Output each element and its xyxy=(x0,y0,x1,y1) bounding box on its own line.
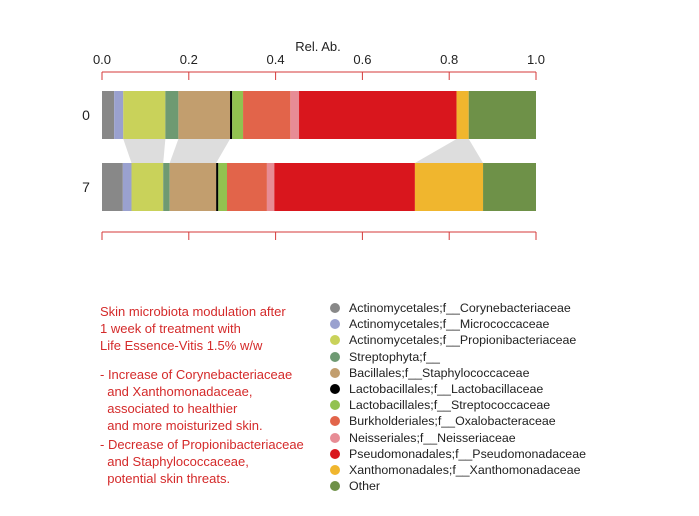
note-title-line: Life Essence-Vitis 1.5% w/w xyxy=(100,338,263,353)
legend-label: Burkholderiales;f__Oxalobacteraceae xyxy=(349,414,556,429)
legend-label: Lactobacillales;f__Lactobacillaceae xyxy=(349,382,544,397)
legend-swatch xyxy=(330,335,340,346)
x-tick-label: 0.6 xyxy=(353,52,371,67)
note-title: Skin microbiota modulation after 1 week o… xyxy=(100,303,340,354)
legend-label: Xanthomonadales;f__Xanthomonadaceae xyxy=(349,462,581,477)
note-point: - Decrease of Propionibacteriaceae and S… xyxy=(100,436,340,487)
legend-label: Lactobacillales;f__Streptococcaceae xyxy=(349,398,551,413)
stacked-bar-chart: Rel. Ab. 0.0 0.2 0.4 0.6 0.8 1.0 07 xyxy=(82,39,545,240)
bar-segment xyxy=(456,91,469,139)
legend-label: Bacillales;f__Staphylococcaceae xyxy=(349,365,530,380)
bar-segment xyxy=(414,163,484,211)
legend-label: Actinomycetales;f__Micrococcaceae xyxy=(349,317,550,332)
bar-segment xyxy=(232,91,244,139)
legend-swatch xyxy=(330,416,340,427)
bar-segment xyxy=(218,163,227,211)
bar-segment xyxy=(122,163,132,211)
note-title-line: Skin microbiota modulation after xyxy=(100,304,286,319)
bar-segment xyxy=(102,91,115,139)
x-tick-label: 0.4 xyxy=(267,52,285,67)
legend-swatch xyxy=(330,319,340,330)
bar-segment xyxy=(226,163,267,211)
note-point-line: and Staphylococcaceae, xyxy=(100,454,249,469)
note-point-line: and Xanthomonadaceae, xyxy=(100,384,253,399)
legend-label: Streptophyta;f__ xyxy=(349,349,440,364)
legend-swatch xyxy=(330,351,340,362)
bar-segment xyxy=(114,91,124,139)
bar-segment xyxy=(266,163,275,211)
legend-swatch xyxy=(330,367,340,378)
bar-segment xyxy=(483,163,536,211)
bar-segment xyxy=(299,91,457,139)
bar-segment xyxy=(230,91,233,139)
x-tick-label: 0.2 xyxy=(180,52,198,67)
legend-item: Actinomycetales;f__Propionibacteriaceae xyxy=(330,332,586,348)
bar-segment xyxy=(123,91,166,139)
bar-segment xyxy=(274,163,415,211)
legend-item: Pseudomonadales;f__Pseudomonadaceae xyxy=(330,446,586,462)
legend-item: Lactobacillales;f__Lactobacillaceae xyxy=(330,381,586,397)
legend-swatch xyxy=(330,303,340,314)
legend-swatch xyxy=(330,481,340,492)
note-point-line: - Decrease of Propionibacteriaceae xyxy=(100,437,304,452)
x-tick-label: 0.0 xyxy=(93,52,111,67)
x-tick-label: 0.8 xyxy=(440,52,458,67)
category-label: 0 xyxy=(82,107,90,123)
bar-segment xyxy=(243,91,291,139)
bar-segment xyxy=(165,91,179,139)
bar-segment xyxy=(163,163,170,211)
connector-band xyxy=(123,139,166,163)
legend-label: Actinomycetales;f__Propionibacteriaceae xyxy=(349,333,577,348)
note-point: - Increase of Corynebacteriaceae and Xan… xyxy=(100,366,340,434)
bar-segment xyxy=(290,91,300,139)
legend: Actinomycetales;f__Corynebacteriaceae Act… xyxy=(330,300,586,494)
bar-segment xyxy=(131,163,164,211)
legend-swatch xyxy=(330,448,340,459)
legend-item: Burkholderiales;f__Oxalobacteraceae xyxy=(330,413,586,429)
note-points: - Increase of Corynebacteriaceae and Xan… xyxy=(100,366,340,487)
note-point-line: associated to healthier xyxy=(100,401,238,416)
category-labels: 07 xyxy=(82,107,90,195)
legend-swatch xyxy=(330,464,340,475)
legend-swatch xyxy=(330,432,340,443)
legend-item: Actinomycetales;f__Micrococcaceae xyxy=(330,316,586,332)
legend-item: Lactobacillales;f__Streptococcaceae xyxy=(330,397,586,413)
note-title-line: 1 week of treatment with xyxy=(100,321,241,336)
legend-item: Other xyxy=(330,478,586,494)
legend-item: Neisseriales;f__Neisseriaceae xyxy=(330,430,586,446)
note-point-line: - Increase of Corynebacteriaceae xyxy=(100,367,293,382)
legend-item: Bacillales;f__Staphylococcaceae xyxy=(330,365,586,381)
legend-item: Streptophyta;f__ xyxy=(330,349,586,365)
bars xyxy=(102,91,536,211)
legend-label: Neisseriales;f__Neisseriaceae xyxy=(349,430,516,445)
legend-item: Actinomycetales;f__Corynebacteriaceae xyxy=(330,300,586,316)
note-point-line: and more moisturized skin. xyxy=(100,418,263,433)
legend-swatch xyxy=(330,400,340,411)
bar-segment xyxy=(169,163,217,211)
category-label: 7 xyxy=(82,179,90,195)
bar-segment xyxy=(216,163,219,211)
connector-bands xyxy=(123,139,484,163)
note-point-line: potential skin threats. xyxy=(100,471,231,486)
connector-band xyxy=(414,139,484,163)
bar-segment xyxy=(468,91,536,139)
bar-segment xyxy=(102,163,123,211)
axis-title: Rel. Ab. xyxy=(295,39,341,54)
legend-label: Actinomycetales;f__Corynebacteriaceae xyxy=(349,301,571,316)
legend-label: Pseudomonadales;f__Pseudomonadaceae xyxy=(349,446,586,461)
legend-item: Xanthomonadales;f__Xanthomonadaceae xyxy=(330,462,586,478)
x-axis: 0.0 0.2 0.4 0.6 0.8 1.0 xyxy=(93,52,545,240)
legend-swatch xyxy=(330,384,340,395)
bar-segment xyxy=(178,91,231,139)
x-tick-label: 1.0 xyxy=(527,52,545,67)
connector-band xyxy=(169,139,231,163)
treatment-note: Skin microbiota modulation after 1 week o… xyxy=(100,303,340,489)
legend-label: Other xyxy=(349,479,380,494)
